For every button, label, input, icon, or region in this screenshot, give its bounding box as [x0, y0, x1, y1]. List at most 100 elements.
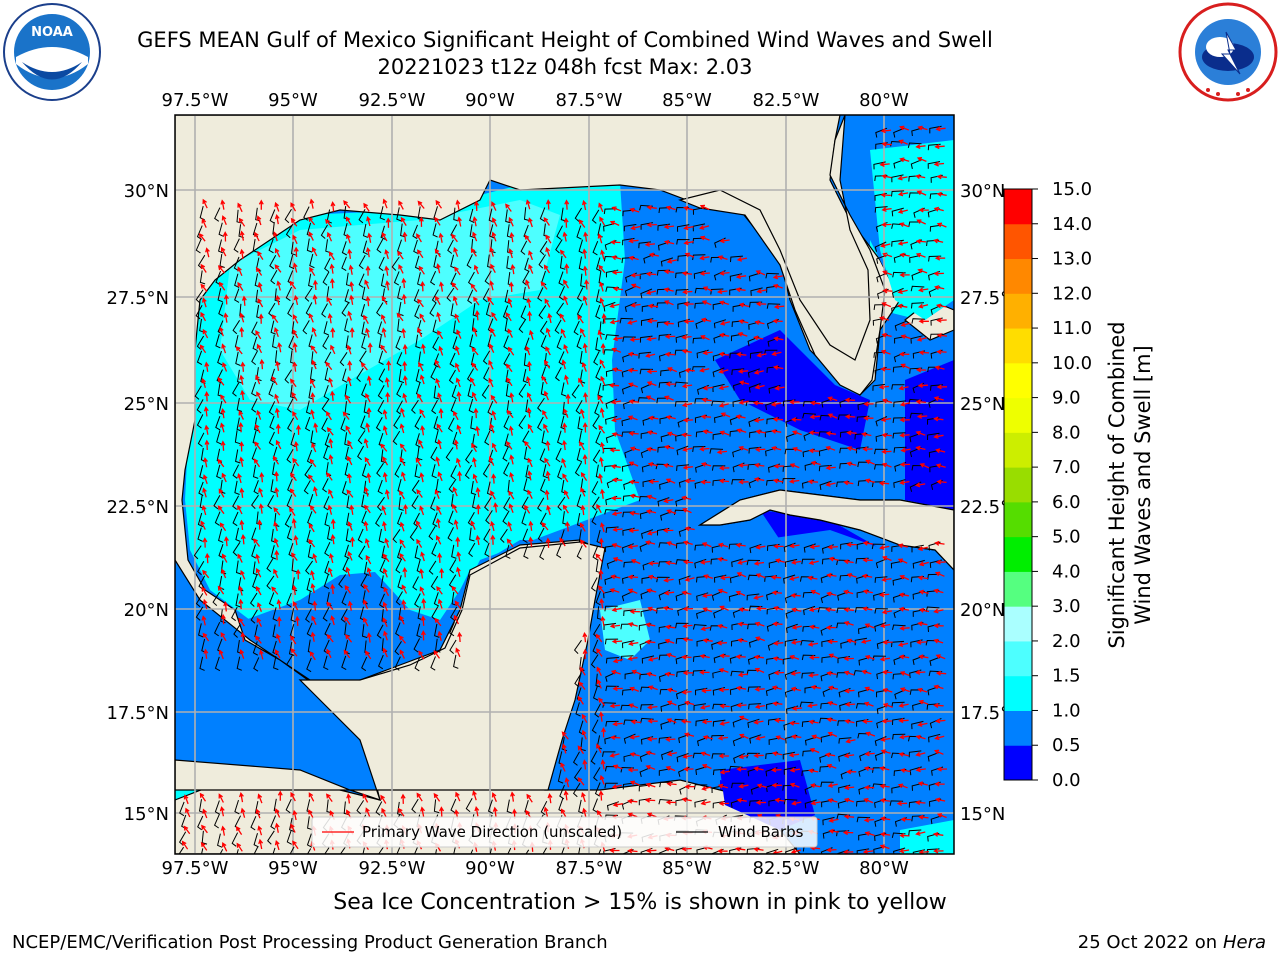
wind-barb: [412, 576, 419, 591]
wave-direction-arrow: [435, 199, 443, 209]
wind-barb: [783, 798, 798, 805]
wind-barb: [875, 558, 888, 569]
wave-direction-arrow: [290, 823, 296, 833]
wave-direction-arrow: [899, 574, 910, 581]
wave-direction-arrow: [490, 520, 495, 532]
wind-barb: [236, 417, 242, 432]
wave-direction-arrow: [648, 479, 659, 485]
wave-direction-arrow: [897, 289, 908, 295]
wave-direction-arrow: [897, 558, 908, 564]
wave-direction-arrow: [719, 430, 730, 436]
wind-barb: [542, 464, 549, 479]
wind-barb: [253, 657, 260, 672]
wind-barb: [783, 766, 797, 775]
wave-direction-arrow: [934, 797, 946, 803]
wave-direction-arrow: [737, 559, 748, 565]
wind-barb: [590, 750, 598, 765]
map-frame: [174, 114, 955, 855]
wave-direction-arrow: [239, 312, 245, 323]
wave-direction-arrow: [665, 381, 676, 387]
wind-barb: [251, 381, 257, 397]
wave-direction-arrow: [542, 409, 548, 420]
wind-barb: [576, 494, 582, 509]
wind-barb: [361, 286, 368, 301]
wind-barb: [893, 847, 906, 854]
wind-barb: [363, 400, 370, 415]
wind-barb: [430, 446, 438, 461]
wind-barb: [431, 399, 438, 415]
wind-barb: [621, 384, 634, 395]
wind-barb: [695, 719, 709, 727]
wave-direction-arrow: [417, 249, 424, 259]
wind-barb: [591, 481, 599, 496]
wave-direction-arrow: [526, 392, 533, 402]
wave-direction-arrow: [578, 219, 586, 228]
wave-direction-arrow: [753, 335, 764, 341]
wave-direction-arrow: [664, 334, 676, 339]
wave-direction-arrow: [936, 813, 947, 819]
wind-barb: [502, 305, 509, 320]
wave-direction-arrow: [290, 378, 297, 388]
wave-direction-arrow: [308, 538, 316, 548]
wave-direction-arrow: [629, 510, 640, 516]
wind-barb: [449, 559, 457, 574]
wind-barb: [578, 239, 584, 254]
wave-direction-arrow: [755, 544, 766, 550]
wave-direction-arrow: [308, 312, 314, 323]
legend-wave-label: Primary Wave Direction (unscaled): [362, 823, 622, 841]
wave-direction-arrow: [329, 277, 335, 289]
wave-direction-arrow: [292, 329, 299, 339]
wind-barb: [676, 238, 690, 245]
wind-barb: [640, 736, 654, 745]
wind-barb: [237, 369, 243, 384]
wind-barb: [414, 304, 420, 320]
wind-barb: [449, 352, 456, 368]
wave-direction-arrow: [918, 350, 930, 356]
wave-direction-arrow: [330, 615, 335, 626]
wave-direction-arrow: [385, 280, 391, 291]
wave-direction-arrow: [547, 792, 553, 804]
wind-barb: [576, 334, 582, 350]
wind-barb: [411, 479, 420, 494]
wind-barb: [696, 349, 709, 359]
wave-direction-arrow: [647, 574, 658, 580]
wave-direction-arrow: [897, 191, 909, 197]
lon-tick-top: 87.5°W: [556, 90, 623, 111]
wave-direction-arrow: [915, 238, 927, 244]
wave-direction-arrow: [629, 337, 640, 342]
wave-direction-arrow: [666, 700, 677, 706]
wave-direction-arrow: [611, 269, 623, 275]
wave-direction-arrow: [753, 766, 764, 772]
wind-barb: [621, 463, 635, 472]
wind-barb: [217, 288, 223, 303]
wind-barb: [660, 702, 673, 712]
wind-barb: [623, 224, 637, 232]
wave-direction-arrow: [274, 486, 280, 498]
wave-direction-arrow: [645, 622, 656, 628]
lon-ticks-bottom: 97.5°W 95°W 92.5°W 90°W 87.5°W 85°W 82.5…: [162, 858, 909, 879]
wind-barb: [674, 401, 689, 407]
wind-barb: [693, 784, 708, 790]
wave-direction-arrow: [599, 216, 606, 226]
wave-direction-arrow: [662, 463, 674, 469]
wave-direction-arrow: [582, 807, 587, 818]
wind-barb: [929, 656, 942, 666]
wave-direction-arrow: [680, 718, 692, 724]
wave-direction-arrow: [933, 588, 944, 594]
wave-direction-arrow: [598, 569, 604, 580]
wave-direction-arrow: [628, 255, 639, 261]
wave-direction-arrow: [595, 633, 603, 643]
wave-direction-arrow: [609, 752, 620, 758]
wind-barb: [748, 446, 762, 454]
wave-direction-arrow: [310, 631, 316, 642]
wave-direction-arrow: [791, 417, 802, 423]
wind-barb: [306, 622, 313, 637]
wave-direction-arrow: [217, 585, 225, 595]
colorbar-segment: [1004, 571, 1032, 607]
wind-barb: [344, 432, 350, 447]
wave-direction-arrow: [627, 656, 638, 662]
wind-barb: [199, 270, 206, 285]
wave-direction-arrow: [313, 279, 318, 291]
wave-direction-arrow: [402, 566, 408, 578]
wave-direction-arrow: [701, 719, 713, 725]
